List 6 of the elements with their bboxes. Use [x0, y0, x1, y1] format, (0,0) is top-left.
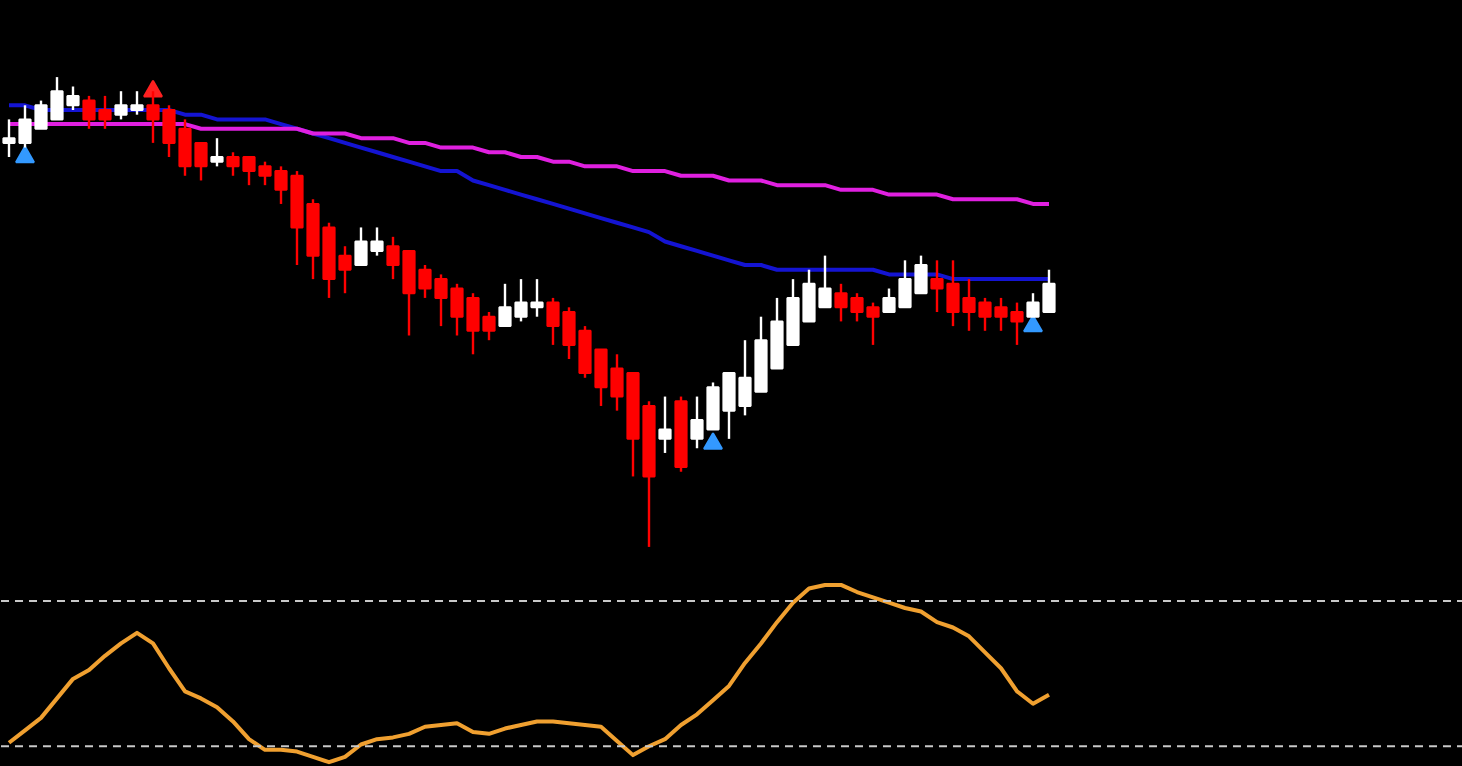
candlestick [210, 136, 224, 168]
point [1023, 314, 1043, 333]
candlestick [658, 395, 672, 455]
point [703, 432, 723, 450]
point [15, 145, 35, 164]
point [143, 79, 163, 98]
